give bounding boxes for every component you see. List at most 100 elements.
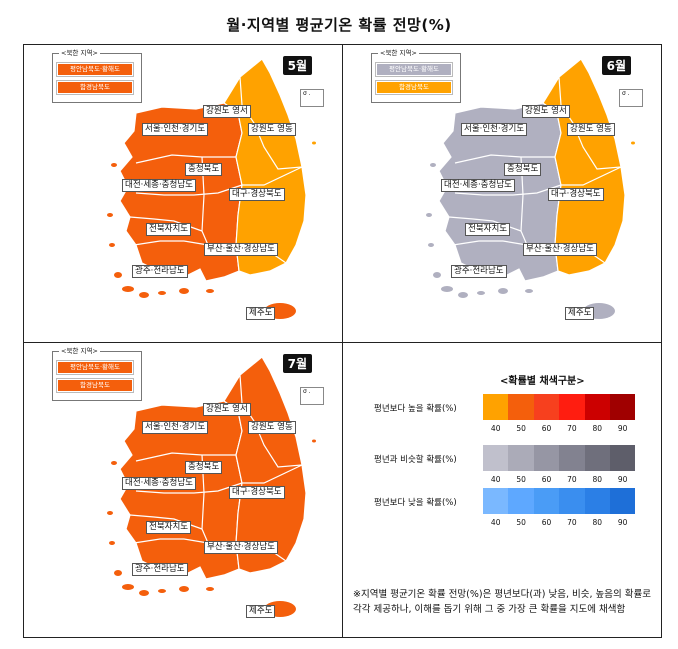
legend-tick-label: 40 <box>490 518 501 527</box>
map-panel-2: 6월 <북한 지역> 평안남북도·황해도 함경남북도 σ . 강원도 영서 강원도 영동 서울… <box>343 45 661 342</box>
island-2 <box>158 589 166 593</box>
north-korea-legend-title: <북한 지역> <box>59 47 100 57</box>
island-0 <box>122 286 134 292</box>
region-label-jb: 전북자치도 <box>146 223 192 236</box>
region-label-jeju: 제주도 <box>565 307 595 320</box>
island-3 <box>179 586 189 592</box>
region-label-jeju: 제주도 <box>246 605 276 618</box>
region-label-gw_west: 강원도 영서 <box>522 105 570 118</box>
region-label-bs: 부산·울산·경상남도 <box>523 243 597 256</box>
region-border-6 <box>561 166 622 186</box>
region-label-gw_east: 강원도 영동 <box>248 123 296 136</box>
legend-color-bar <box>483 445 636 471</box>
region-label-gj: 광주·전라남도 <box>132 265 188 278</box>
legend-ticks: 40 50 60 70 80 90 <box>483 518 635 527</box>
region-border-6 <box>242 166 303 186</box>
region-label-cb: 충청북도 <box>185 461 223 474</box>
region-label-dg: 대구·경상북도 <box>229 486 285 499</box>
region-label-gj: 광주·전라남도 <box>132 563 188 576</box>
legend-row-label: 평년보다 높을 확률(%) <box>374 404 457 414</box>
legend-swatch-80 <box>584 394 610 420</box>
map-panel-3: 7월 <북한 지역> 평안남북도·황해도 함경남북도 σ . 강원도 영서 강원도 영동 서울… <box>24 343 342 640</box>
legend-tick-label: 40 <box>490 475 501 484</box>
island-6 <box>109 243 115 247</box>
legend-color-bar <box>483 394 636 420</box>
region-border-0 <box>135 154 236 164</box>
region-label-gj: 광주·전라남도 <box>451 265 507 278</box>
region-border-6 <box>242 464 303 484</box>
legend-tick-label: 90 <box>617 424 628 433</box>
legend-swatch-60 <box>533 394 560 420</box>
grid-divider-vertical <box>342 44 343 638</box>
north-korea-legend-title: <북한 지역> <box>59 345 100 355</box>
north-korea-legend: <북한 지역> 평안남북도·황해도 함경남북도 <box>371 47 461 103</box>
island-8 <box>111 163 117 167</box>
ulleungdo-island <box>312 141 316 145</box>
island-5 <box>433 272 441 278</box>
region-border-0 <box>454 154 555 164</box>
month-badge: 5월 <box>282 56 312 75</box>
legend-swatch-40 <box>483 488 509 514</box>
island-4 <box>206 289 214 293</box>
island-1 <box>139 590 149 596</box>
region-border-2 <box>520 156 528 246</box>
region-label-gw_west: 강원도 영서 <box>203 403 251 416</box>
legend-swatch-40 <box>483 445 509 471</box>
legend-tick-label: 60 <box>541 475 552 484</box>
ulleungdo-island <box>312 439 316 443</box>
legend-swatch-70 <box>559 488 585 514</box>
region-border-2 <box>201 454 209 544</box>
island-1 <box>139 292 149 298</box>
island-8 <box>430 163 436 167</box>
island-5 <box>114 272 122 278</box>
footnote: ※지역별 평균기온 확률 전망(%)은 평년보다(과) 낮음, 비슷, 높음의 … <box>353 589 651 615</box>
legend-tick-label: 90 <box>617 475 628 484</box>
month-badge: 7월 <box>282 354 312 373</box>
region-label-seoul: 서울·인천·경기도 <box>142 421 209 434</box>
island-0 <box>122 584 134 590</box>
legend-tick-label: 70 <box>567 475 577 484</box>
legend-swatch-90 <box>609 394 636 420</box>
legend-swatch-50 <box>508 394 534 420</box>
north-korea-legend-title: <북한 지역> <box>378 47 419 57</box>
legend-tick-label: 60 <box>541 424 552 433</box>
island-7 <box>107 511 113 515</box>
legend-swatch-60 <box>533 488 560 514</box>
legend-tick-label: 90 <box>617 518 628 527</box>
island-6 <box>428 243 434 247</box>
region-label-gw_west: 강원도 영서 <box>203 105 251 118</box>
region-label-gw_east: 강원도 영동 <box>248 421 296 434</box>
north-korea-region-1: 평안남북도·황해도 <box>376 63 452 76</box>
legend-row-label: 평년보다 낮을 확률(%) <box>374 498 457 508</box>
legend-tick-label: 60 <box>541 518 552 527</box>
legend-tick-label: 50 <box>516 518 526 527</box>
legend-swatch-90 <box>609 488 636 514</box>
legend-swatch-50 <box>508 445 534 471</box>
legend-color-bar <box>483 488 636 514</box>
legend-swatch-70 <box>559 394 585 420</box>
region-label-bs: 부산·울산·경상남도 <box>204 541 278 554</box>
legend-tick-label: 80 <box>592 518 603 527</box>
island-6 <box>109 541 115 545</box>
legend-swatch-80 <box>584 488 610 514</box>
region-label-cn: 대전·세종·충청남도 <box>122 477 196 490</box>
island-7 <box>426 213 432 217</box>
page-title: 월·지역별 평균기온 확률 전망(%) <box>226 16 452 34</box>
region-label-bs: 부산·울산·경상남도 <box>204 243 278 256</box>
region-label-jeju: 제주도 <box>246 307 276 320</box>
north-korea-region-1: 평안남북도·황해도 <box>57 361 133 374</box>
ulleungdo-dokdo-inset: σ . <box>619 89 643 107</box>
region-label-dg: 대구·경상북도 <box>229 188 285 201</box>
month-badge: 6월 <box>601 56 631 75</box>
region-label-cn: 대전·세종·충청남도 <box>441 179 515 192</box>
region-label-gw_east: 강원도 영동 <box>567 123 615 136</box>
north-korea-region-2: 함경남북도 <box>57 81 133 94</box>
north-korea-region-2: 함경남북도 <box>57 379 133 392</box>
legend-tick-label: 40 <box>490 424 501 433</box>
island-3 <box>498 288 508 294</box>
map-panel-1: 5월 <북한 지역> 평안남북도·황해도 함경남북도 σ . 강원도 영서 강원도 영동 서울… <box>24 45 342 342</box>
region-label-jb: 전북자치도 <box>146 521 192 534</box>
legend-tick-label: 80 <box>592 475 603 484</box>
legend-ticks: 40 50 60 70 80 90 <box>483 424 635 433</box>
